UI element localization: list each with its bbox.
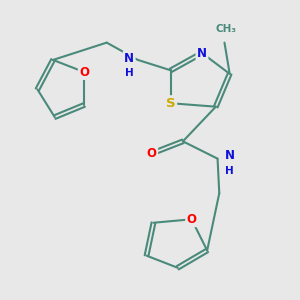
Text: H: H xyxy=(125,68,134,78)
Text: O: O xyxy=(79,66,89,79)
Text: N: N xyxy=(225,149,235,162)
Text: H: H xyxy=(225,166,234,176)
Text: CH₃: CH₃ xyxy=(216,24,237,34)
Text: N: N xyxy=(124,52,134,65)
Text: O: O xyxy=(147,147,157,160)
Text: N: N xyxy=(197,46,207,59)
Text: O: O xyxy=(187,213,196,226)
Text: S: S xyxy=(166,97,175,110)
